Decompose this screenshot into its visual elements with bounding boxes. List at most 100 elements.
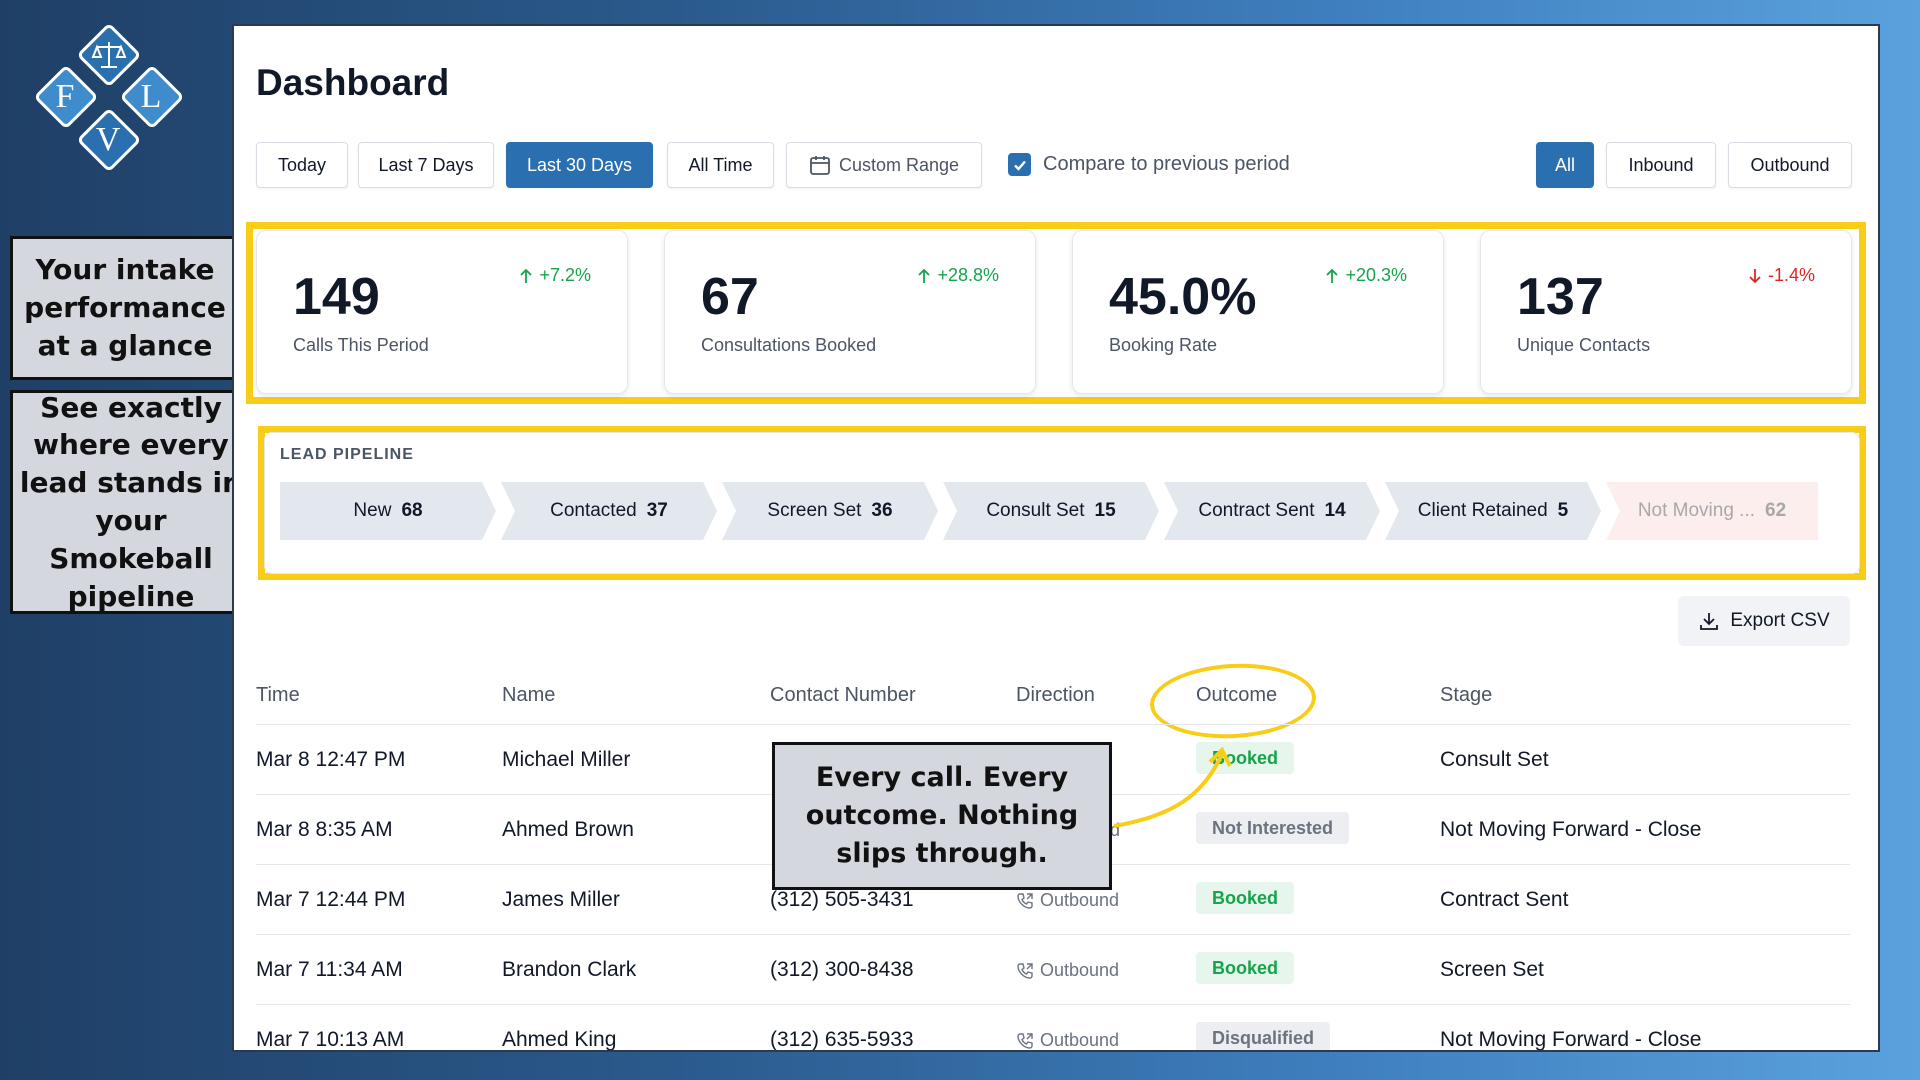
- column-header-name[interactable]: Name: [502, 684, 556, 706]
- stage-name: Client Retained: [1417, 500, 1548, 521]
- cell-contact-number[interactable]: (312) 505-3431: [770, 888, 914, 911]
- compare-toggle[interactable]: Compare to previous period: [1008, 153, 1290, 176]
- kpi-delta: +7.2%: [519, 265, 591, 286]
- stage-name: New: [353, 500, 392, 521]
- cell-stage: Contract Sent: [1440, 888, 1569, 911]
- pipeline-title: LEAD PIPELINE: [280, 446, 414, 463]
- direction-outbound-button[interactable]: Outbound: [1728, 142, 1852, 188]
- kpi-card-consultations: 67 Consultations Booked +28.8%: [664, 230, 1036, 394]
- pipeline-stage-client-retained[interactable]: Client Retained 5: [1385, 482, 1601, 540]
- logo-letter-bottom: V: [95, 121, 121, 158]
- kpi-label: Calls This Period: [293, 335, 429, 355]
- cell-time: Mar 8 8:35 AM: [256, 818, 393, 841]
- phone-outbound-icon: [1017, 892, 1033, 909]
- cell-direction: d: [1110, 820, 1121, 840]
- kpi-delta-value: +7.2%: [539, 265, 591, 285]
- kpi-card-booking-rate: 45.0% Booking Rate +20.3%: [1072, 230, 1444, 394]
- stage-name: Consult Set: [986, 500, 1085, 521]
- column-header-outcome[interactable]: Outcome: [1196, 684, 1278, 706]
- scales-of-justice-icon: [91, 42, 127, 68]
- kpi-delta-value: +20.3%: [1345, 265, 1407, 285]
- direction-all-button[interactable]: All: [1536, 142, 1594, 188]
- kpi-card-calls: 149 Calls This Period +7.2%: [256, 230, 628, 394]
- stage-count: 37: [646, 500, 668, 521]
- cell-contact-number[interactable]: (312) 300-8438: [770, 958, 914, 981]
- cell-stage: Screen Set: [1440, 958, 1544, 981]
- pipeline-stage-contacted[interactable]: Contacted 37: [501, 482, 717, 540]
- outcome-badge: Booked: [1196, 882, 1295, 914]
- phone-outbound-icon: [1017, 962, 1033, 979]
- row-divider: [256, 934, 1850, 935]
- compare-label: Compare to previous period: [1043, 153, 1290, 175]
- pipeline-stage-new[interactable]: New 68: [280, 482, 496, 540]
- cell-name[interactable]: Michael Miller: [502, 748, 631, 771]
- cell-stage: Not Moving Forward - Close: [1440, 818, 1702, 841]
- kpi-value: 45.0%: [1109, 268, 1257, 326]
- cell-name[interactable]: Ahmed King: [502, 1028, 617, 1051]
- custom-range-label: Custom Range: [838, 154, 960, 175]
- direction-inbound-button[interactable]: Inbound: [1606, 142, 1716, 188]
- stage-count: 15: [1094, 500, 1116, 521]
- filter-last-7-days-button[interactable]: Last 7 Days: [358, 142, 494, 188]
- kpi-delta-value: -1.4%: [1767, 265, 1815, 285]
- direction-label: Outbound: [1040, 890, 1120, 910]
- cell-contact-number[interactable]: (312) 635-5933: [770, 1028, 914, 1051]
- stage-count: 62: [1765, 500, 1787, 521]
- outcome-badge: Not Interested: [1196, 812, 1350, 844]
- stage-name: Not Moving ...: [1637, 500, 1756, 521]
- cell-name[interactable]: Ahmed Brown: [502, 818, 634, 841]
- pipeline-stage-not-moving[interactable]: Not Moving ... 62: [1606, 482, 1818, 540]
- direction-label: Outbound: [1040, 960, 1120, 980]
- phone-outbound-icon: [1017, 1032, 1033, 1049]
- page-title: Dashboard: [256, 62, 450, 103]
- kpi-delta: +20.3%: [1325, 265, 1407, 286]
- download-icon: [1700, 613, 1719, 630]
- column-header-direction[interactable]: Direction: [1016, 684, 1095, 706]
- cell-time: Mar 8 12:47 PM: [256, 748, 406, 771]
- callout-table: Every call. Every outcome. Nothing slips…: [772, 742, 1112, 890]
- cell-direction: Outbound: [1016, 890, 1119, 911]
- outcome-badge: Booked: [1196, 742, 1295, 774]
- stage-count: 5: [1557, 500, 1569, 521]
- column-header-stage[interactable]: Stage: [1440, 684, 1493, 706]
- logo-letter-right: L: [140, 78, 162, 115]
- kpi-delta: +28.8%: [917, 265, 999, 286]
- column-header-contact-number[interactable]: Contact Number: [770, 684, 916, 706]
- callout-pipeline: See exactly where every lead stands in y…: [10, 390, 252, 614]
- cell-time: Mar 7 11:34 AM: [256, 958, 403, 981]
- kpi-value: 149: [293, 268, 380, 326]
- stage-name: Contract Sent: [1198, 500, 1315, 521]
- custom-range-button[interactable]: Custom Range: [786, 142, 982, 188]
- cell-name[interactable]: Brandon Clark: [502, 958, 637, 981]
- filter-today-button[interactable]: Today: [256, 142, 348, 188]
- kpi-label: Booking Rate: [1109, 335, 1218, 355]
- export-csv-button[interactable]: Export CSV: [1678, 596, 1850, 646]
- stage-name: Screen Set: [767, 500, 862, 521]
- kpi-delta: -1.4%: [1748, 265, 1815, 286]
- pipeline-stage-consult-set[interactable]: Consult Set 15: [943, 482, 1159, 540]
- stage-name: Contacted: [550, 500, 637, 521]
- column-header-time[interactable]: Time: [256, 684, 300, 706]
- kpi-value: 137: [1517, 268, 1604, 326]
- kpi-highlight-frame: [246, 222, 1866, 404]
- outcome-badge: Disqualified: [1196, 1022, 1331, 1050]
- cell-stage: Consult Set: [1440, 748, 1549, 771]
- kpi-value: 67: [701, 268, 759, 326]
- compare-checkbox[interactable]: [1008, 153, 1031, 176]
- kpi-label: Unique Contacts: [1517, 335, 1651, 355]
- filter-last-30-days-button[interactable]: Last 30 Days: [506, 142, 653, 188]
- pipeline-stage-screen-set[interactable]: Screen Set 36: [722, 482, 938, 540]
- filter-all-time-button[interactable]: All Time: [667, 142, 774, 188]
- dashboard-panel: Dashboard Today Last 7 Days Last 30 Days…: [232, 24, 1880, 1052]
- arrow-up-icon: [918, 268, 931, 283]
- check-icon: [1013, 160, 1026, 171]
- pipeline-highlight-frame: [258, 426, 1866, 580]
- arrow-up-icon: [520, 268, 533, 283]
- cell-name[interactable]: James Miller: [502, 888, 620, 911]
- pipeline-stage-contract-sent[interactable]: Contract Sent 14: [1164, 482, 1380, 540]
- outcome-badge: Booked: [1196, 952, 1295, 984]
- outcome-highlight-circle: [1148, 659, 1318, 743]
- kpi-label: Consultations Booked: [701, 335, 877, 355]
- cell-direction: Outbound: [1016, 1030, 1119, 1050]
- calendar-icon: [810, 156, 830, 175]
